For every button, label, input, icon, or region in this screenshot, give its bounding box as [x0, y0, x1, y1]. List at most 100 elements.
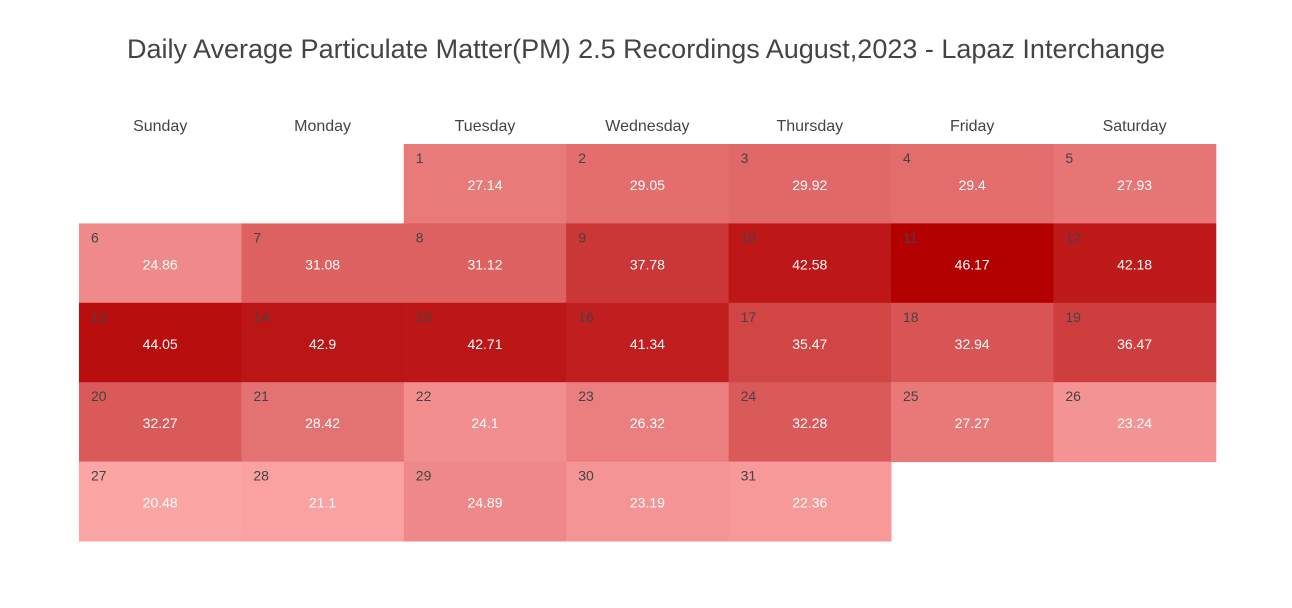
weekday-label-wednesday: Wednesday: [605, 118, 689, 135]
day-cell: 937.78: [566, 223, 730, 304]
day-cell-rect: [891, 302, 1054, 383]
day-cell: 18 32.94: [891, 302, 1054, 383]
day-number: 6: [91, 229, 99, 245]
day-cell-rect: [403, 302, 567, 383]
day-value-label: 37.78: [630, 256, 665, 272]
day-number: 15: [416, 309, 432, 325]
day-value-label: 23.24: [1117, 415, 1152, 431]
day-cell-rect: [566, 461, 730, 542]
day-cell-rect: [1053, 302, 1217, 383]
day-number: 23: [578, 388, 594, 404]
day-value-label: 42.9: [309, 336, 336, 352]
day-cell-rect: [403, 461, 567, 542]
day-cell-rect: [566, 223, 730, 304]
day-number: 30: [578, 468, 594, 484]
day-value-label: 24.1: [471, 415, 498, 431]
day-cell-rect: [728, 302, 892, 383]
day-cell: 29 24.89: [403, 461, 567, 542]
day-value-label: 31.12: [467, 256, 502, 272]
day-cell-rect: [728, 223, 892, 304]
day-value-label: 32.28: [792, 415, 827, 431]
day-number: 31: [741, 468, 757, 484]
day-cell-rect: [79, 302, 242, 383]
day-cell: 731.08: [241, 223, 405, 304]
day-number: 12: [1065, 229, 1081, 245]
day-cell-rect: [891, 382, 1054, 463]
day-cell-rect: [79, 461, 242, 542]
day-number: 9: [578, 229, 586, 245]
day-cell-rect: [728, 144, 892, 224]
day-number: 7: [253, 229, 261, 245]
day-value-label: 23.19: [630, 495, 665, 511]
day-cell: 831.12: [403, 223, 567, 304]
day-cell: 15 42.71: [403, 302, 567, 383]
day-number: 16: [578, 309, 594, 325]
day-number: 5: [1065, 150, 1073, 166]
day-cell: 30 23.19: [566, 461, 730, 542]
day-cell-rect: [241, 223, 405, 304]
day-number: 27: [91, 468, 107, 484]
day-cell: 31 22.36: [728, 461, 892, 542]
day-number: 25: [903, 388, 919, 404]
day-number: 13: [91, 309, 107, 325]
day-value-label: 32.27: [143, 415, 178, 431]
day-value-label: 42.71: [467, 336, 502, 352]
day-cell: 26 23.24: [1053, 382, 1217, 463]
day-number: 2: [578, 150, 586, 166]
day-value-label: 31.08: [305, 256, 340, 272]
day-value-label: 20.48: [143, 495, 178, 511]
day-cell: 12 42.18: [1053, 223, 1217, 304]
day-cell-rect: [566, 302, 730, 383]
day-value-label: 35.47: [792, 336, 827, 352]
day-value-label: 29.05: [630, 177, 665, 193]
day-number: 24: [741, 388, 757, 404]
day-cell-rect: [241, 461, 405, 542]
day-cell: 624.86: [79, 223, 242, 304]
chart-title: Daily Average Particulate Matter(PM) 2.5…: [127, 34, 1165, 64]
day-number: 26: [1065, 388, 1081, 404]
day-cell-rect: [891, 144, 1054, 224]
day-number: 17: [741, 309, 757, 325]
day-number: 22: [416, 388, 432, 404]
day-cell: 23 26.32: [566, 382, 730, 463]
weekday-label-monday: Monday: [294, 118, 351, 135]
day-cell-rect: [403, 382, 567, 463]
weekday-labels: Sunday Monday Tuesday Wednesday Thursday Frid…: [133, 118, 1167, 135]
day-cell: 229.05: [566, 144, 730, 224]
day-number: 18: [903, 309, 919, 325]
day-value-label: 27.27: [955, 415, 990, 431]
day-value-label: 42.58: [792, 256, 827, 272]
day-cell-rect: [566, 382, 730, 463]
day-number: 20: [91, 388, 107, 404]
day-number: 29: [416, 468, 432, 484]
day-number: 3: [741, 150, 749, 166]
day-number: 19: [1065, 309, 1081, 325]
day-value-label: 32.94: [955, 336, 990, 352]
day-cell-rect: [1053, 144, 1217, 224]
day-cell: 14 42.9: [241, 302, 405, 383]
day-cell: 17 35.47: [728, 302, 892, 383]
day-cell: 127.14: [403, 144, 567, 224]
day-value-label: 27.14: [467, 177, 502, 193]
day-cell: 24 32.28: [728, 382, 892, 463]
day-value-label: 21.1: [309, 495, 336, 511]
day-number: 10: [741, 229, 757, 245]
day-value-label: 36.47: [1117, 336, 1152, 352]
day-cell: 28 21.1: [241, 461, 405, 542]
day-value-label: 27.93: [1117, 177, 1152, 193]
day-cell-rect: [728, 382, 892, 463]
day-cell-rect: [891, 223, 1054, 304]
day-value-label: 24.86: [143, 256, 178, 272]
weekday-label-saturday: Saturday: [1103, 118, 1167, 135]
day-cell: 19 36.47: [1053, 302, 1217, 383]
day-cell: 22 24.1: [403, 382, 567, 463]
day-cell-rect: [403, 144, 567, 224]
weekday-label-thursday: Thursday: [776, 118, 843, 135]
day-value-label: 26.32: [630, 415, 665, 431]
day-cell: 25 27.27: [891, 382, 1054, 463]
day-number: 11: [903, 229, 918, 245]
weekday-label-sunday: Sunday: [133, 118, 187, 135]
day-value-label: 42.18: [1117, 256, 1152, 272]
day-cell-rect: [1053, 382, 1217, 463]
